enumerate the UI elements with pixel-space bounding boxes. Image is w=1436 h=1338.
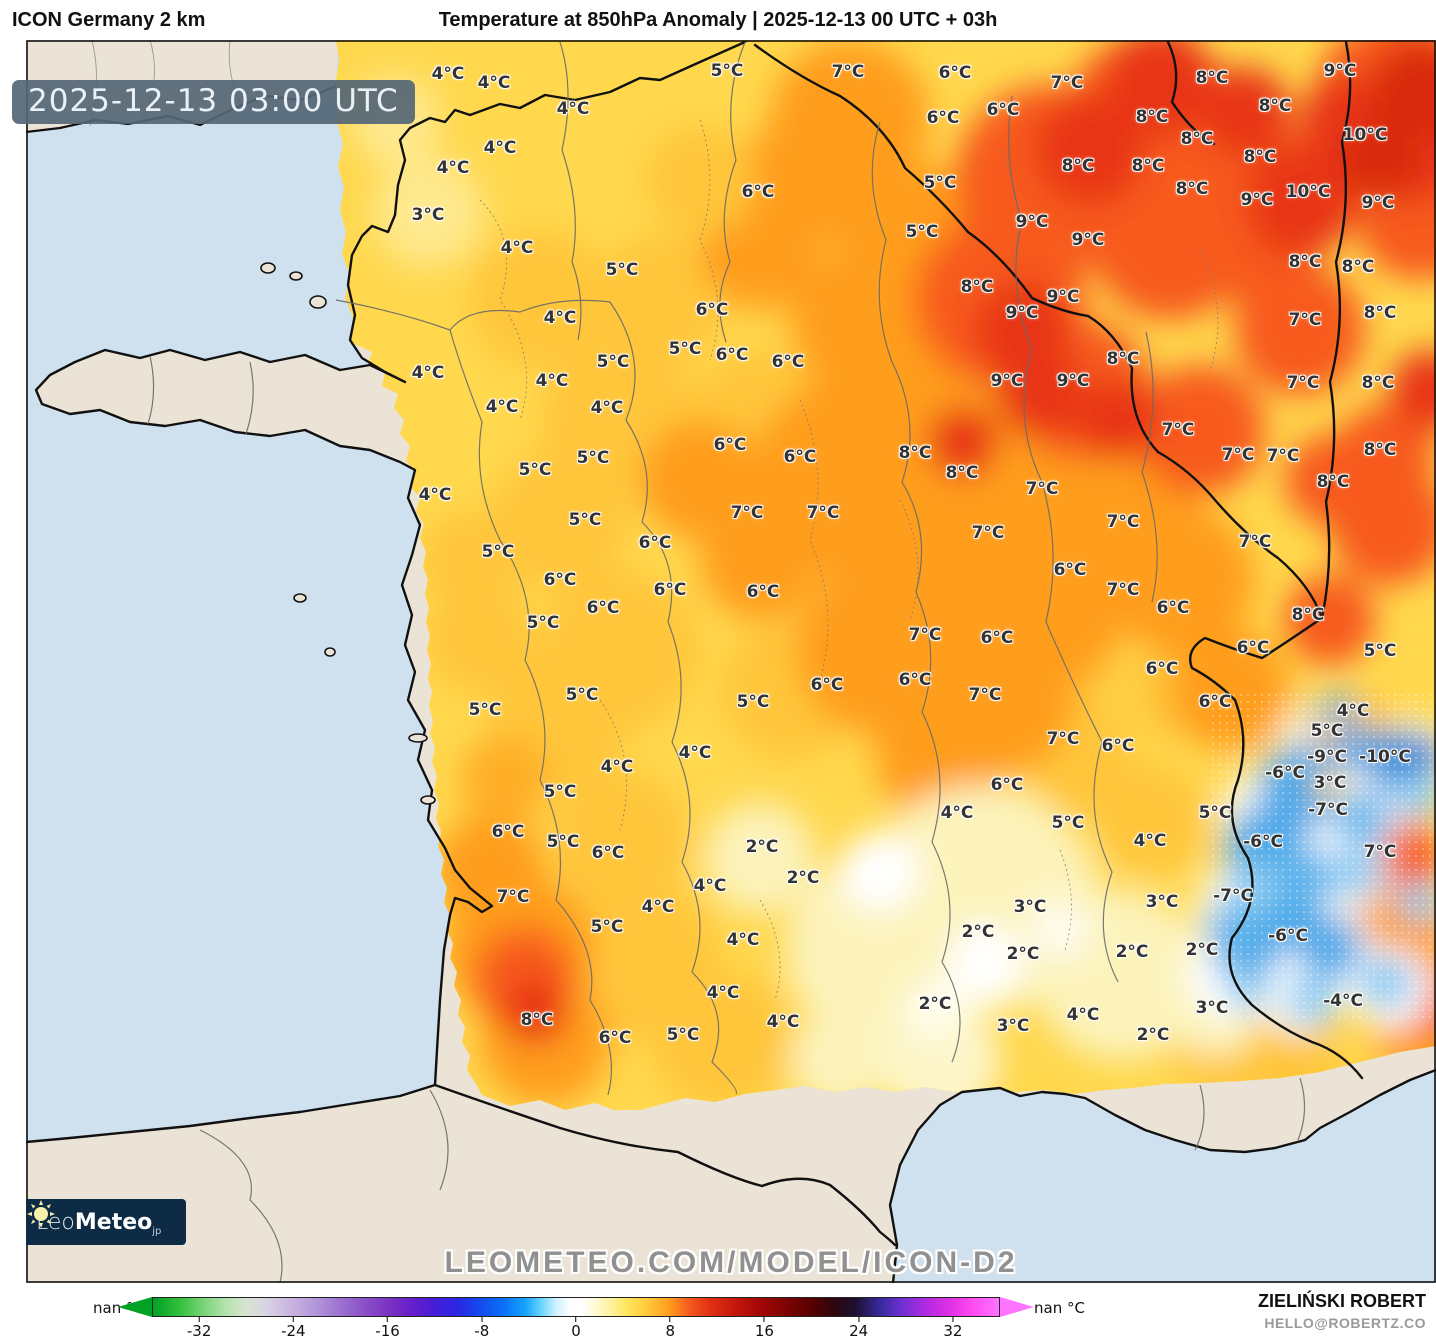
leometeo-logo: Leo Meteo jp	[26, 1199, 186, 1245]
sun-icon	[27, 1200, 55, 1228]
header: ICON Germany 2 km Temperature at 850hPa …	[0, 0, 1436, 40]
map-canvas: 4°C 4°C 4°C 5°C 7°C 6°C 7°C 8°C 9°C 4°C 6°C 6°C 8°C 8…	[12, 40, 1436, 1283]
department-borders	[479, 119, 1219, 1001]
footer: nan °C -32 -24 -16 -8 0 8 16 24 32 nan °C ZIELIŃ…	[0, 1283, 1436, 1338]
colorbar-tick: -32	[187, 1317, 211, 1338]
alps-speckle	[1210, 690, 1436, 1020]
colorbar-ticks: -32 -24 -16 -8 0 8 16 24 32	[152, 1317, 1000, 1338]
colorbar-gradient	[152, 1297, 1000, 1317]
map-frame	[26, 40, 1436, 1283]
country-borders	[433, 40, 1364, 1247]
region-borders	[147, 41, 1306, 1283]
model-domain-field	[336, 40, 1436, 1114]
timestamp-badge: 2025-12-13 03:00 UTC	[12, 80, 415, 124]
model-name: ICON Germany 2 km	[12, 9, 206, 31]
colorbar-tick: 16	[755, 1317, 774, 1338]
islands	[260, 262, 436, 805]
colorbar-tick: 0	[571, 1317, 581, 1338]
page-title: Temperature at 850hPa Anomaly | 2025-12-…	[438, 9, 998, 31]
colorbar-tick: -16	[375, 1317, 400, 1338]
logo-text-bold: Meteo	[74, 1209, 153, 1235]
credit-email: HELLO@ROBERTZ.CO	[1264, 1315, 1426, 1331]
colorbar-tick: -24	[281, 1317, 306, 1338]
logo-suffix: jp	[152, 1226, 162, 1237]
colorbar-tick: 24	[849, 1317, 868, 1338]
credit-name: ZIELIŃSKI ROBERT	[1257, 1291, 1426, 1311]
colorbar-tick: 8	[665, 1317, 675, 1338]
watermark: LEOMETEO.COM/MODEL/ICON-D2	[444, 1246, 1018, 1279]
colorbar-left-arrow	[118, 1297, 152, 1317]
map-svg	[26, 40, 1436, 1283]
colorbar-right-arrow	[1000, 1297, 1034, 1317]
colorbar-tick: 32	[943, 1317, 962, 1338]
colorbar-tick: -8	[474, 1317, 489, 1338]
colorbar-unit-right: nan °C	[1034, 1299, 1085, 1317]
